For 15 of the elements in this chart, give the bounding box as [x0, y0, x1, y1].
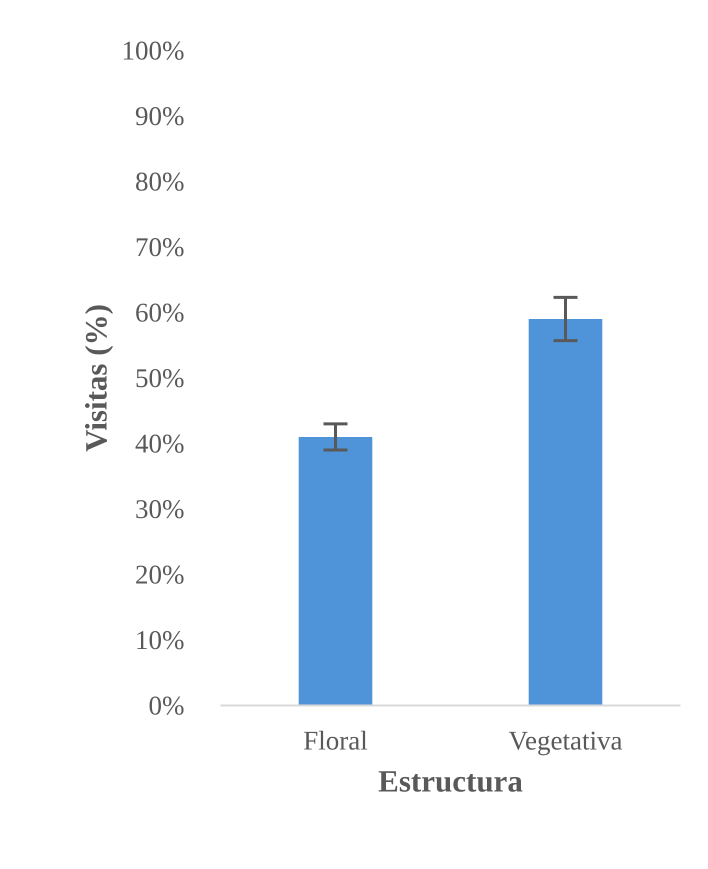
y-tick-label: 50%	[135, 363, 185, 393]
y-tick-label: 20%	[135, 560, 185, 590]
x-tick-label: Floral	[303, 726, 368, 756]
y-tick-label: 100%	[122, 36, 185, 66]
x-axis-title: Estructura	[378, 764, 524, 798]
y-tick-label: 0%	[148, 690, 185, 720]
y-axis-title: Visitas (%)	[78, 304, 114, 452]
y-tick-label: 90%	[135, 101, 185, 131]
y-tick-label: 60%	[135, 298, 185, 328]
y-tick-label: 70%	[135, 232, 185, 262]
x-tick-label: Vegetativa	[508, 726, 622, 756]
y-tick-label: 10%	[135, 625, 185, 655]
y-tick-label: 80%	[135, 166, 185, 196]
y-tick-label: 40%	[135, 428, 185, 458]
y-tick-label: 30%	[135, 494, 185, 524]
